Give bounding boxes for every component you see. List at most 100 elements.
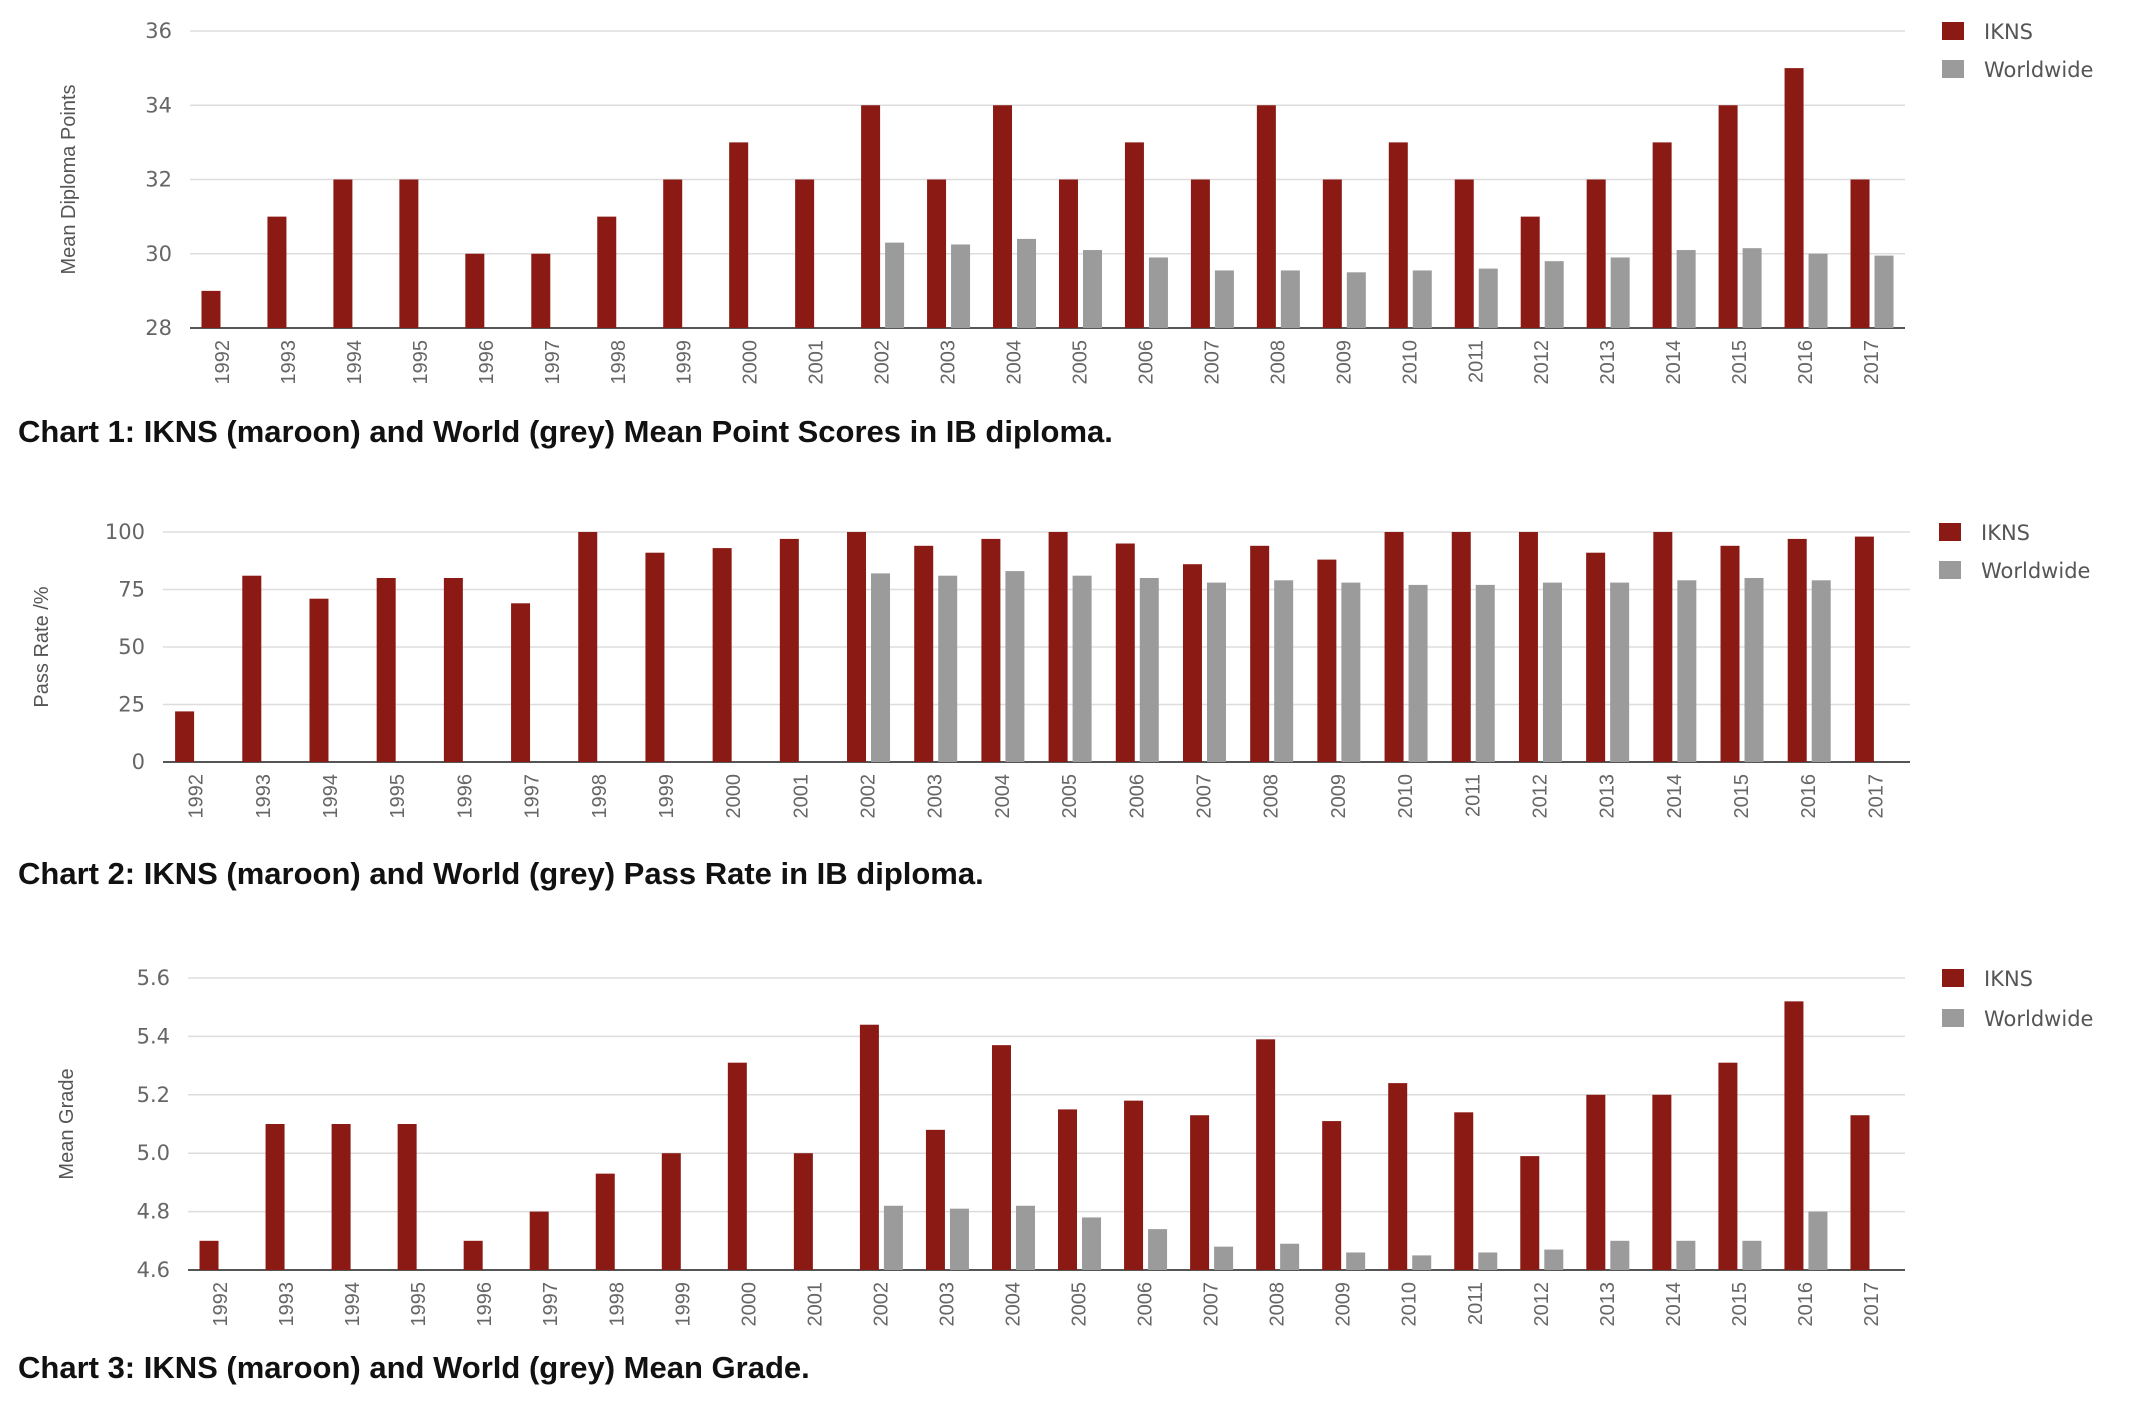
bar-ikns-2006 — [1124, 142, 1144, 328]
x-tick-label: 2017 — [1861, 1282, 1883, 1327]
chart-2-caption: Chart 2: IKNS (maroon) and World (grey) … — [18, 856, 984, 891]
y-axis-title: Mean Diploma Points — [58, 84, 80, 274]
legend-swatch-ikns — [1939, 523, 1961, 541]
bar-ikns-2008 — [1256, 1039, 1276, 1270]
y-tick-label: 5.0 — [137, 1141, 170, 1165]
x-tick-label: 2010 — [1395, 774, 1417, 819]
x-tick-label: 2015 — [1729, 1282, 1751, 1327]
bar-worldwide-2006 — [1139, 578, 1159, 762]
bar-worldwide-2005 — [1082, 1217, 1102, 1270]
bar-worldwide-2006 — [1148, 1229, 1168, 1270]
bar-worldwide-2017 — [1874, 255, 1894, 328]
bar-worldwide-2002 — [885, 242, 905, 328]
bar-ikns-1995 — [376, 578, 396, 762]
y-tick-label: 5.6 — [137, 966, 170, 990]
x-tick-label: 2017 — [1861, 340, 1883, 385]
bar-worldwide-2002 — [883, 1205, 903, 1270]
bar-worldwide-2005 — [1072, 575, 1092, 762]
bar-worldwide-2010 — [1412, 270, 1432, 328]
x-tick-label: 2016 — [1795, 1282, 1817, 1327]
legend-label-ikns: IKNS — [1984, 967, 2033, 991]
bar-worldwide-2005 — [1082, 250, 1102, 328]
bar-worldwide-2011 — [1478, 268, 1498, 328]
bar-worldwide-2002 — [871, 573, 891, 762]
bar-ikns-2017 — [1850, 1115, 1870, 1270]
x-tick-label: 1995 — [387, 774, 409, 819]
bar-ikns-2014 — [1653, 532, 1673, 762]
legend-swatch-worldwide — [1942, 1009, 1964, 1027]
bar-ikns-2015 — [1718, 105, 1738, 328]
x-tick-label: 2000 — [740, 340, 762, 385]
legend-swatch-ikns — [1942, 969, 1964, 987]
x-tick-label: 2001 — [806, 340, 828, 385]
legend-label-worldwide: Worldwide — [1984, 58, 2093, 82]
bar-ikns-2008 — [1256, 105, 1276, 328]
x-tick-label: 1994 — [342, 1282, 364, 1327]
y-axis-title: Mean Grade — [56, 1068, 78, 1179]
legend-label-ikns: IKNS — [1981, 521, 2030, 545]
chart-2-plot: 0 25 50 75 100 Pass Rate /% 1992 1993 1994 1995 19… — [31, 520, 2090, 819]
x-tick-label: 1998 — [606, 1282, 628, 1327]
bar-worldwide-2016 — [1808, 1211, 1828, 1270]
bar-ikns-2013 — [1586, 179, 1606, 328]
bar-ikns-1993 — [267, 216, 287, 328]
x-tick-label: 2004 — [1002, 1282, 1024, 1327]
bar-ikns-2013 — [1586, 552, 1606, 762]
x-tick-label: 1994 — [344, 340, 366, 385]
bar-ikns-2012 — [1520, 1156, 1540, 1270]
bar-ikns-2016 — [1787, 538, 1807, 762]
x-tick-label: 2007 — [1193, 774, 1215, 819]
bar-ikns-2003 — [925, 1129, 945, 1270]
x-tick-label: 2000 — [723, 774, 745, 819]
bar-ikns-2002 — [847, 532, 867, 762]
x-tick-label: 2011 — [1465, 1282, 1487, 1325]
y-tick-label: 50 — [118, 635, 145, 659]
x-tick-label: 2000 — [738, 1282, 760, 1327]
bar-ikns-2006 — [1124, 1100, 1144, 1270]
bar-worldwide-2010 — [1412, 1255, 1432, 1270]
bar-ikns-2012 — [1518, 532, 1538, 762]
bar-ikns-2009 — [1322, 179, 1342, 328]
chart-1-caption: Chart 1: IKNS (maroon) and World (grey) … — [18, 414, 1113, 449]
bar-ikns-2001 — [793, 1153, 813, 1270]
bar-ikns-2004 — [993, 105, 1013, 328]
bar-worldwide-2012 — [1544, 261, 1564, 328]
bar-ikns-1994 — [333, 179, 353, 328]
x-tick-label: 2017 — [1865, 774, 1887, 819]
bar-ikns-2001 — [779, 538, 799, 762]
bar-worldwide-2016 — [1808, 253, 1828, 328]
x-tick-label: 2003 — [925, 774, 947, 819]
bar-ikns-2004 — [991, 1045, 1011, 1270]
x-tick-label: 2016 — [1795, 340, 1817, 385]
bar-worldwide-2003 — [938, 575, 958, 762]
bar-worldwide-2012 — [1542, 582, 1562, 762]
bar-worldwide-2011 — [1478, 1252, 1498, 1270]
y-tick-label: 0 — [132, 750, 145, 774]
bar-ikns-1998 — [578, 532, 598, 762]
x-tick-label: 2012 — [1529, 774, 1551, 819]
x-tick-label: 1996 — [454, 774, 476, 819]
x-tick-label: 2015 — [1731, 774, 1753, 819]
x-tick-label: 2007 — [1201, 1282, 1223, 1327]
x-tick-label: 2011 — [1462, 774, 1484, 817]
bar-ikns-1992 — [201, 290, 221, 328]
legend-label-worldwide: Worldwide — [1981, 559, 2090, 583]
bar-ikns-1997 — [511, 603, 531, 762]
bar-ikns-2011 — [1454, 179, 1474, 328]
chart-3-caption: Chart 3: IKNS (maroon) and World (grey) … — [18, 1350, 810, 1385]
x-tick-label: 1997 — [540, 1282, 562, 1327]
x-tick-label: 2005 — [1069, 1282, 1091, 1327]
y-tick-label: 5.4 — [137, 1024, 170, 1048]
bar-ikns-2005 — [1058, 179, 1078, 328]
bar-ikns-2009 — [1322, 1121, 1342, 1270]
bar-worldwide-2015 — [1742, 248, 1762, 328]
x-tick-label: 2015 — [1729, 340, 1751, 385]
x-tick-label: 2014 — [1663, 340, 1685, 385]
chart-3-plot: 4.6 4.8 5.0 5.2 5.4 5.6 Mean Grade 1992 1993 1994… — [56, 966, 2093, 1327]
x-tick-label: 1996 — [474, 1282, 496, 1327]
bar-ikns-1992 — [199, 1240, 219, 1270]
bar-worldwide-2003 — [951, 244, 971, 328]
bar-worldwide-2015 — [1742, 1240, 1762, 1270]
x-tick-label: 1995 — [408, 1282, 430, 1327]
x-tick-label: 2004 — [1004, 340, 1026, 385]
